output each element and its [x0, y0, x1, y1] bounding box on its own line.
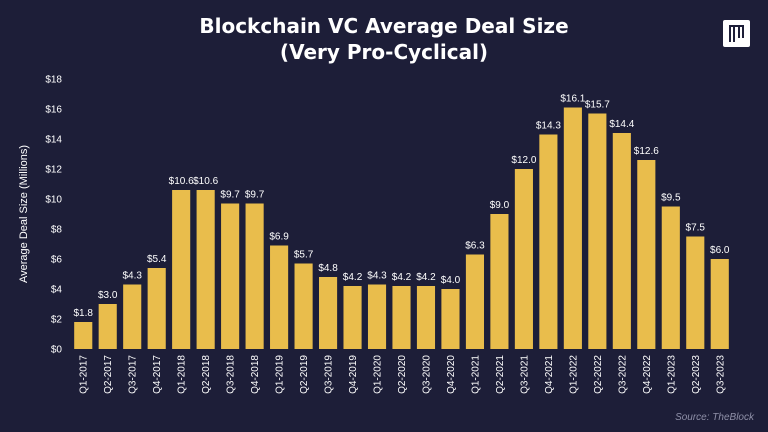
- bar: [123, 284, 142, 349]
- data-label: $12.0: [511, 155, 536, 166]
- y-tick-label: $8: [51, 225, 63, 236]
- y-tick-label: $18: [45, 75, 62, 86]
- x-tick-label: Q1-2023: [666, 355, 677, 394]
- bar: [343, 286, 362, 349]
- data-label: $16.1: [560, 94, 585, 105]
- data-label: $5.7: [294, 250, 314, 261]
- bar: [563, 107, 582, 349]
- bar: [612, 133, 631, 349]
- x-tick-label: Q3-2023: [715, 355, 726, 394]
- bar: [514, 169, 533, 349]
- bar: [147, 268, 166, 349]
- bar: [416, 286, 436, 349]
- y-tick-label: $6: [51, 255, 63, 266]
- data-label: $10.6: [193, 176, 218, 187]
- data-label: $14.3: [536, 121, 561, 132]
- data-label: $9.5: [661, 193, 681, 204]
- bar: [661, 206, 680, 349]
- chart-title-line1: Blockchain VC Average Deal Size: [199, 14, 569, 38]
- x-tick-label: Q1-2020: [373, 355, 384, 394]
- y-tick-label: $4: [51, 285, 63, 296]
- bar: [392, 286, 411, 349]
- x-tick-label: Q3-2018: [226, 355, 237, 394]
- brand-logo-icon: [723, 20, 750, 47]
- data-label: $4.0: [441, 275, 461, 286]
- x-tick-label: Q1-2018: [177, 355, 188, 394]
- data-label: $6.9: [269, 232, 289, 243]
- data-label: $4.2: [392, 272, 412, 283]
- bar: [441, 289, 460, 349]
- y-axis-label: Average Deal Size (Millions): [18, 145, 30, 283]
- bar: [196, 190, 215, 349]
- bar: [637, 160, 656, 349]
- x-tick-label: Q3-2021: [519, 355, 530, 394]
- bar: [490, 214, 509, 349]
- data-label: $9.0: [490, 200, 510, 211]
- x-tick-label: Q4-2022: [642, 355, 653, 394]
- y-tick-label: $12: [45, 165, 62, 176]
- x-tick-label: Q3-2022: [617, 355, 628, 394]
- bar: [465, 254, 485, 349]
- y-tick-label: $0: [51, 345, 63, 356]
- data-label: $4.3: [122, 271, 142, 282]
- bar: [74, 322, 93, 349]
- x-tick-label: Q2-2020: [397, 355, 408, 394]
- x-tick-label: Q2-2021: [495, 355, 506, 394]
- data-label: $14.4: [609, 119, 634, 130]
- chart-title-line2: (Very Pro-Cyclical): [279, 40, 489, 64]
- data-label: $4.2: [416, 272, 436, 283]
- x-tick-label: Q4-2017: [152, 355, 163, 394]
- bar: [588, 113, 607, 349]
- bar: [539, 134, 558, 349]
- data-label: $4.8: [318, 263, 338, 274]
- bar: [710, 259, 729, 349]
- x-tick-label: Q1-2021: [470, 355, 481, 394]
- bar: [245, 203, 264, 349]
- x-tick-label: Q1-2022: [568, 355, 579, 394]
- bar: [686, 236, 705, 349]
- data-label: $7.5: [686, 223, 706, 234]
- bar: [98, 304, 117, 349]
- x-tick-label: Q3-2020: [421, 355, 432, 394]
- x-tick-label: Q1-2017: [79, 355, 90, 394]
- x-tick-label: Q1-2019: [275, 355, 286, 394]
- data-label: $4.3: [367, 271, 387, 282]
- data-label: $9.7: [245, 190, 265, 201]
- source-note: Source: TheBlock: [675, 412, 754, 423]
- y-tick-label: $14: [45, 135, 62, 146]
- data-label: $15.7: [585, 100, 610, 111]
- x-tick-label: Q3-2019: [324, 355, 335, 394]
- bar: [294, 263, 313, 349]
- bar: [270, 245, 289, 349]
- x-tick-label: Q4-2019: [348, 355, 359, 394]
- bar: [221, 203, 240, 349]
- data-label: $1.8: [74, 308, 94, 319]
- data-label: $10.6: [169, 176, 194, 187]
- x-tick-label: Q4-2018: [250, 355, 261, 394]
- x-tick-label: Q4-2020: [446, 355, 457, 394]
- x-tick-label: Q2-2023: [691, 355, 702, 394]
- bar: [319, 277, 338, 349]
- data-label: $4.2: [343, 272, 363, 283]
- data-label: $12.6: [634, 146, 659, 157]
- x-tick-label: Q2-2018: [201, 355, 212, 394]
- x-tick-label: Q3-2017: [128, 355, 139, 394]
- x-tick-label: Q2-2017: [103, 355, 114, 394]
- bar: [172, 190, 191, 349]
- y-tick-label: $10: [45, 195, 62, 206]
- data-label: $6.0: [710, 245, 730, 256]
- data-label: $3.0: [98, 290, 118, 301]
- data-label: $6.3: [465, 241, 485, 252]
- bar: [367, 284, 387, 349]
- x-tick-label: Q4-2021: [544, 355, 555, 394]
- x-tick-label: Q2-2019: [299, 355, 310, 394]
- data-label: $5.4: [147, 254, 167, 265]
- x-tick-label: Q2-2022: [593, 355, 604, 394]
- y-tick-label: $16: [45, 105, 62, 116]
- y-tick-label: $2: [51, 315, 63, 326]
- data-label: $9.7: [220, 190, 240, 201]
